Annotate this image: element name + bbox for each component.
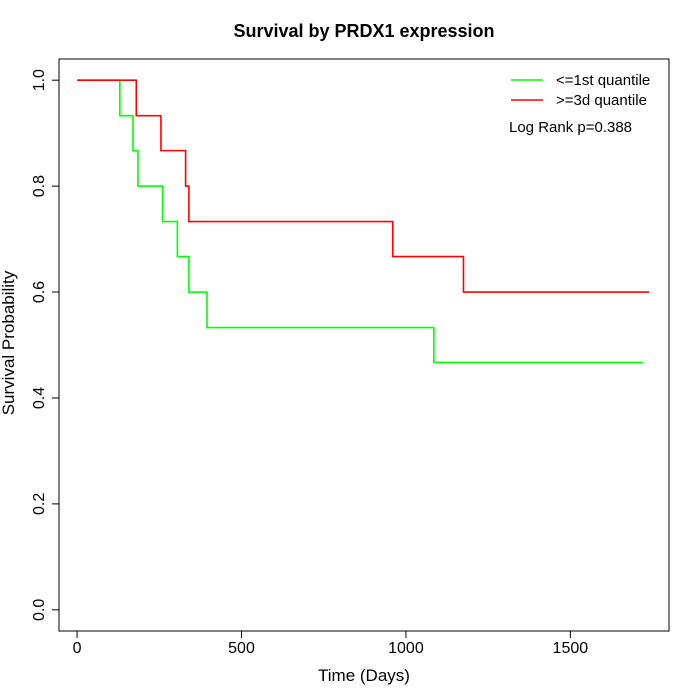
x-tick-label: 500 bbox=[228, 640, 255, 657]
x-tick-label: 1500 bbox=[553, 640, 589, 657]
log-rank-annotation: Log Rank p=0.388 bbox=[509, 119, 632, 136]
chart-title: Survival by PRDX1 expression bbox=[233, 21, 494, 41]
legend-label: >=3d quantile bbox=[556, 92, 647, 109]
y-tick-label: 0.0 bbox=[31, 599, 48, 621]
x-axis-title: Time (Days) bbox=[318, 666, 410, 685]
plot-frame bbox=[58, 58, 670, 632]
x-tick-label: 0 bbox=[73, 640, 82, 657]
y-tick-label: 0.2 bbox=[31, 493, 48, 515]
y-tick-label: 0.4 bbox=[31, 387, 48, 409]
legend-label: <=1st quantile bbox=[556, 72, 650, 89]
series-layer bbox=[77, 79, 650, 364]
legend: <=1st quantile >=3d quantile bbox=[511, 72, 650, 109]
y-tick-label: 1.0 bbox=[31, 69, 48, 91]
x-tick-label: 1000 bbox=[388, 640, 424, 657]
axes: 0 500 1000 1500 0.0 0.2 0.4 0.6 0.8 1.0 bbox=[31, 69, 588, 657]
y-axis-title: Survival Probability bbox=[0, 270, 18, 415]
survival-curve bbox=[77, 79, 643, 364]
y-tick-label: 0.6 bbox=[31, 281, 48, 303]
y-tick-label: 0.8 bbox=[31, 175, 48, 197]
survival-curve bbox=[77, 79, 650, 293]
